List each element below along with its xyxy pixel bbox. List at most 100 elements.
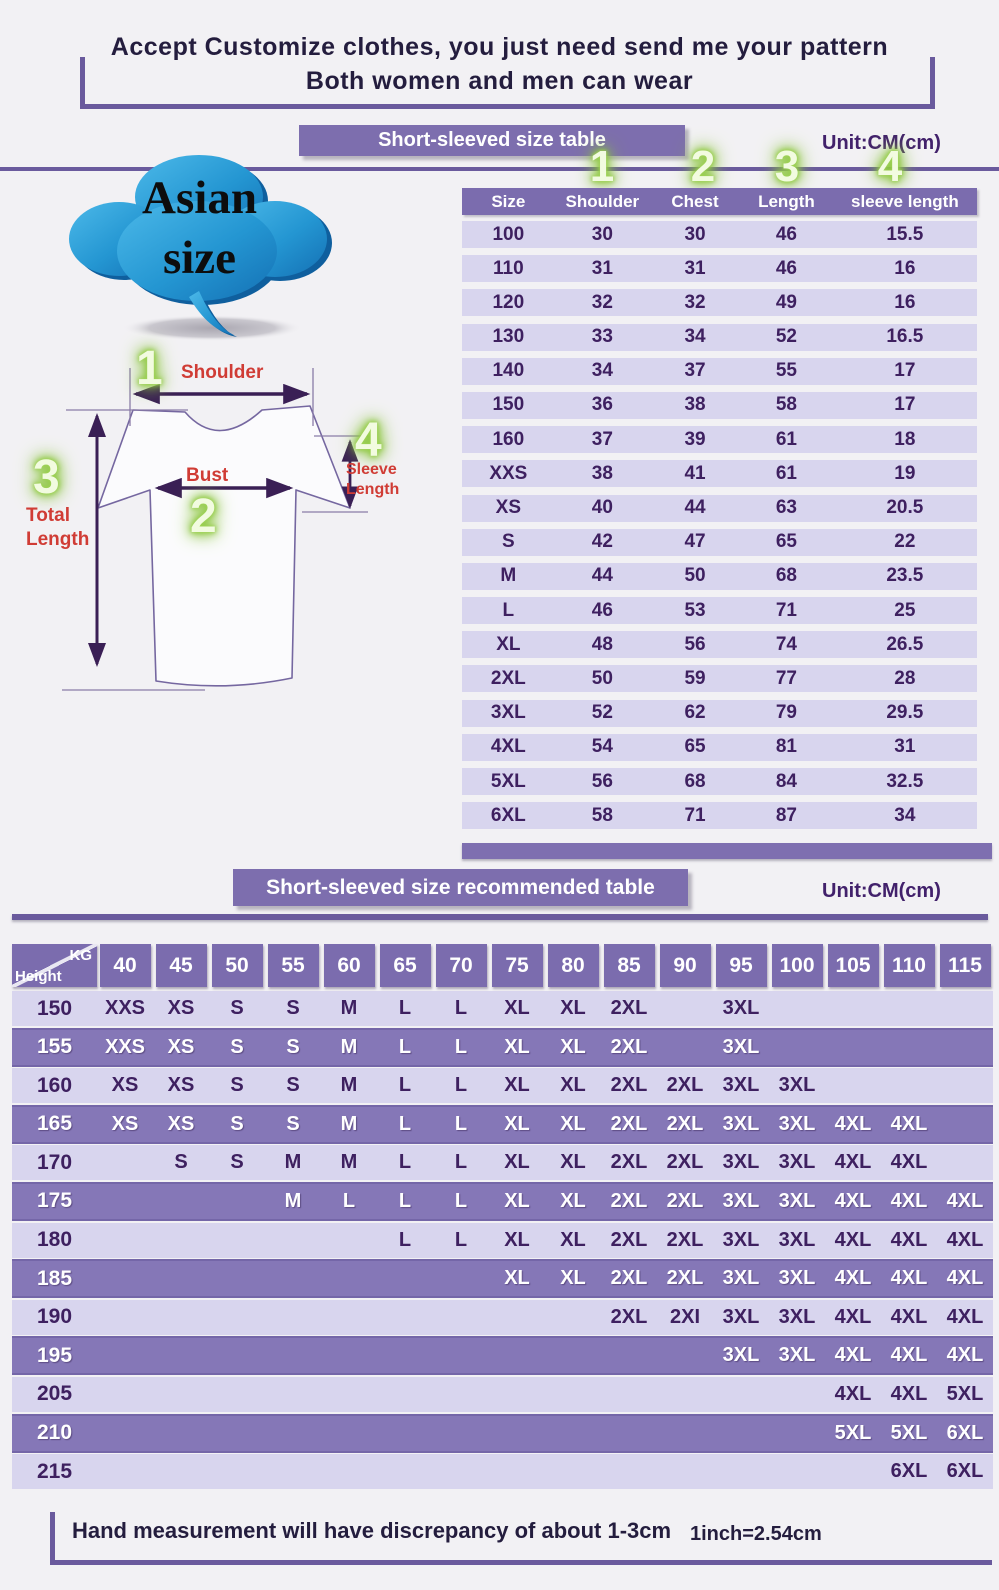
size-recommendation-cell: 2XL	[610, 1267, 648, 1290]
value-cell: 46	[591, 599, 613, 621]
size-recommendation-cell: 4XL	[946, 1189, 984, 1212]
value-cell: 38	[591, 462, 613, 484]
value-cell: 68	[775, 565, 797, 587]
value-cell: 34	[894, 804, 916, 826]
value-cell: 77	[775, 667, 797, 689]
table-row: 100 30 30 46 15.5	[462, 221, 977, 248]
size-recommendation-cell: XL	[560, 997, 586, 1019]
height-label-cell: 155	[36, 1035, 73, 1059]
value-cell: 18	[894, 428, 916, 450]
corner-kg-label: KG	[69, 947, 93, 964]
table-row: 175 M L L L XL XL 2XL 2XL 3XL 3XL 4XL 4XL 4XL	[12, 1181, 993, 1221]
size-recommendation-cell: XS	[167, 1074, 195, 1097]
size-recommendation-cell: 3XL	[778, 1189, 816, 1212]
size-recommendation-cell: 2XL	[610, 1305, 648, 1328]
size-recommendation-cell: 3XL	[778, 1344, 816, 1367]
value-cell: 41	[684, 462, 706, 484]
size-recommendation-cell: 2XL	[610, 1035, 648, 1058]
size-recommendation-cell: 4XL	[890, 1267, 928, 1290]
value-cell: 38	[684, 394, 706, 416]
size-recommendation-cell: XL	[504, 1267, 530, 1290]
value-cell: 44	[684, 497, 706, 518]
recommended-table-header-row: KG Height 40 45 50 55 60 65 70 75 80 85 90 95 100 105…	[12, 944, 993, 987]
shoulder-label: Shoulder	[181, 362, 264, 383]
value-cell: 44	[591, 565, 613, 587]
height-label-cell: 195	[36, 1343, 73, 1367]
value-cell: 63	[775, 497, 797, 518]
size-recommendation-cell: 4XL	[946, 1344, 984, 1367]
size-recommendation-cell: 3XL	[722, 1228, 760, 1251]
size-recommendation-cell: L	[398, 1228, 412, 1251]
recommended-table: KG Height 40 45 50 55 60 65 70 75 80 85 90 95 100 105…	[12, 944, 993, 1493]
size-recommendation-cell: 2XL	[610, 1112, 648, 1135]
value-cell: 30	[684, 223, 706, 245]
value-cell: 40	[591, 497, 613, 518]
value-cell: 84	[775, 770, 797, 792]
table-row: 6XL 58 71 87 34	[462, 802, 977, 830]
table-row: 120 32 32 49 16	[462, 289, 977, 317]
value-cell: 16.5	[886, 326, 924, 348]
size-recommendation-cell: L	[398, 1035, 412, 1058]
size-recommendation-cell: 4XL	[890, 1112, 928, 1135]
kg-header-cell: 80	[547, 944, 599, 987]
size-recommendation-cell: 2XL	[666, 1228, 704, 1251]
height-label-cell: 165	[36, 1112, 73, 1136]
size-recommendation-cell: L	[454, 1189, 468, 1212]
value-cell: 28	[894, 667, 916, 689]
table-row: 185 XL XL 2XL 2XL 3XL 3XL 4XL 4XL 4XL	[12, 1259, 993, 1299]
asian-size-text-2: size	[162, 232, 237, 284]
diagram-number-4: 4	[355, 414, 382, 467]
size-cell: 130	[492, 326, 525, 348]
size-cell: S	[502, 531, 515, 553]
size-recommendation-cell: 6XL	[946, 1421, 984, 1444]
size-recommendation-cell: 3XL	[722, 1305, 760, 1328]
table-row: 160 37 39 61 18	[462, 426, 977, 454]
value-cell: 46	[775, 257, 797, 279]
height-label-cell: 210	[36, 1421, 73, 1445]
value-cell: 31	[591, 257, 613, 279]
table-row: 3XL 52 62 79 29.5	[462, 699, 977, 727]
size-recommendation-cell: S	[230, 1112, 244, 1135]
size-recommendation-cell: S	[230, 1074, 244, 1097]
size-cell: 150	[492, 394, 525, 416]
table-row: 170 S S M M L L XL XL 2XL 2XL 3XL 3XL 4XL 4XL	[12, 1145, 993, 1181]
value-cell: 61	[775, 428, 797, 450]
table-row: XXS 38 41 61 19	[462, 460, 977, 488]
size-recommendation-cell: L	[398, 1074, 412, 1097]
size-recommendation-cell: M	[340, 1035, 358, 1058]
table-row: 165 XS XS S S M L L XL XL 2XL 2XL 3XL 3XL 4XL 4XL	[12, 1104, 993, 1144]
size-recommendation-cell: 3XL	[722, 997, 760, 1019]
value-cell: 42	[591, 531, 613, 553]
size-recommendation-cell: L	[342, 1189, 356, 1212]
recommended-table-body: 150 XXS XS S S M L L XL XL 2XL 3XL 155 XXS XS S S M L L XL XL…	[12, 991, 993, 1490]
tshirt-diagram	[62, 368, 368, 691]
bust-label: Bust	[186, 465, 229, 486]
size-cell: 6XL	[490, 804, 526, 826]
size-recommendation-cell: 3XL	[778, 1151, 816, 1174]
size-recommendation-cell: XL	[504, 1228, 530, 1251]
size-recommendation-cell: 3XL	[722, 1074, 760, 1097]
height-label-cell: 215	[36, 1459, 73, 1483]
table-row: 5XL 56 68 84 32.5	[462, 768, 977, 795]
size-recommendation-cell: S	[230, 1151, 244, 1174]
value-cell: 79	[775, 702, 797, 724]
table-row: 155 XXS XS S S M L L XL XL 2XL 3XL	[12, 1027, 993, 1067]
cloud-icon	[69, 155, 332, 341]
value-cell: 61	[775, 462, 797, 484]
size-recommendation-cell: XXS	[104, 997, 146, 1019]
value-cell: 59	[684, 667, 706, 689]
size-recommendation-cell: 3XL	[778, 1112, 816, 1135]
size-recommendation-cell: 2XL	[610, 1151, 648, 1174]
title-line-2: Both women and men can wear	[305, 67, 694, 95]
value-cell: 17	[894, 360, 916, 382]
value-cell: 25	[894, 599, 916, 621]
size-recommendation-cell: 4XL	[890, 1151, 928, 1174]
size-recommendation-cell: 4XL	[834, 1228, 872, 1251]
size-recommendation-cell: 4XL	[834, 1151, 872, 1174]
height-label-cell: 205	[36, 1382, 73, 1406]
size-recommendation-cell: 4XL	[834, 1112, 872, 1135]
table-row: 2XL 50 59 77 28	[462, 665, 977, 693]
value-cell: 36	[591, 394, 613, 416]
diagram-number-1: 1	[136, 342, 163, 395]
size-recommendation-cell: XL	[560, 1228, 586, 1251]
